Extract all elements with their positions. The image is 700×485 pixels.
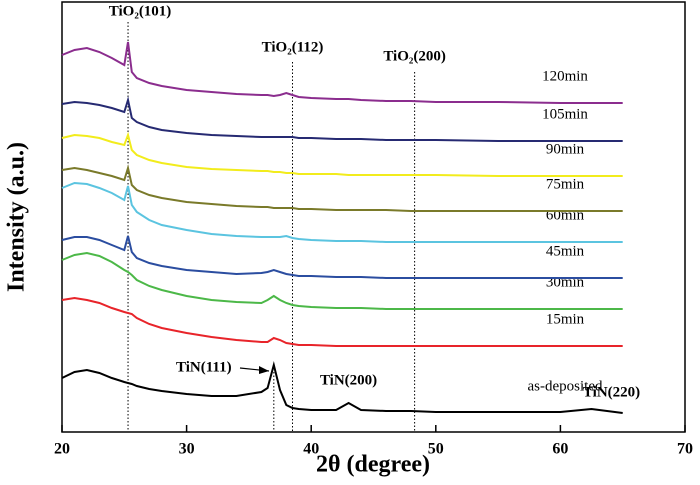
spectrum-line [61,251,623,310]
series-label: 45min [546,243,585,259]
peak-label: TiO₂(112) [262,39,324,55]
series-label: 75min [546,176,585,192]
spectrum-line [61,164,623,212]
x-tick-label: 60 [552,441,568,458]
x-tick-label: 30 [179,441,195,458]
x-tick-label: 50 [428,441,444,458]
y-axis-label: Intensity (a.u.) [4,142,30,292]
x-tick-label: 40 [303,441,319,458]
x-tick-label: 20 [54,441,70,458]
plot-frame [61,1,686,433]
spectrum-line [61,361,623,414]
peak-label: TiN(200) [320,372,377,388]
series-label: as-deposited [528,378,603,394]
spectrum-line [61,41,623,104]
peak-label: TiN(111) [176,359,232,375]
peak-label: TiO₂(200) [383,48,446,64]
series-label: 120min [542,68,588,84]
x-tick-label: 70 [677,441,693,458]
spectrum-line [61,131,623,177]
series-label: 15min [546,311,585,327]
peak-label: TiO₂(101) [109,3,172,19]
spectrum-line [61,296,623,347]
spectrum-line [61,181,623,243]
peak-label: TiN(220) [583,384,640,400]
spectrum-line [61,235,623,279]
arrow-head [259,366,269,374]
series-label: 90min [546,141,585,157]
series-label: 30min [546,274,585,290]
series-label: 105min [542,106,588,122]
spectrum-line [61,96,623,142]
x-axis-label: 2θ (degree) [316,452,430,478]
series-label: 60min [546,207,585,223]
